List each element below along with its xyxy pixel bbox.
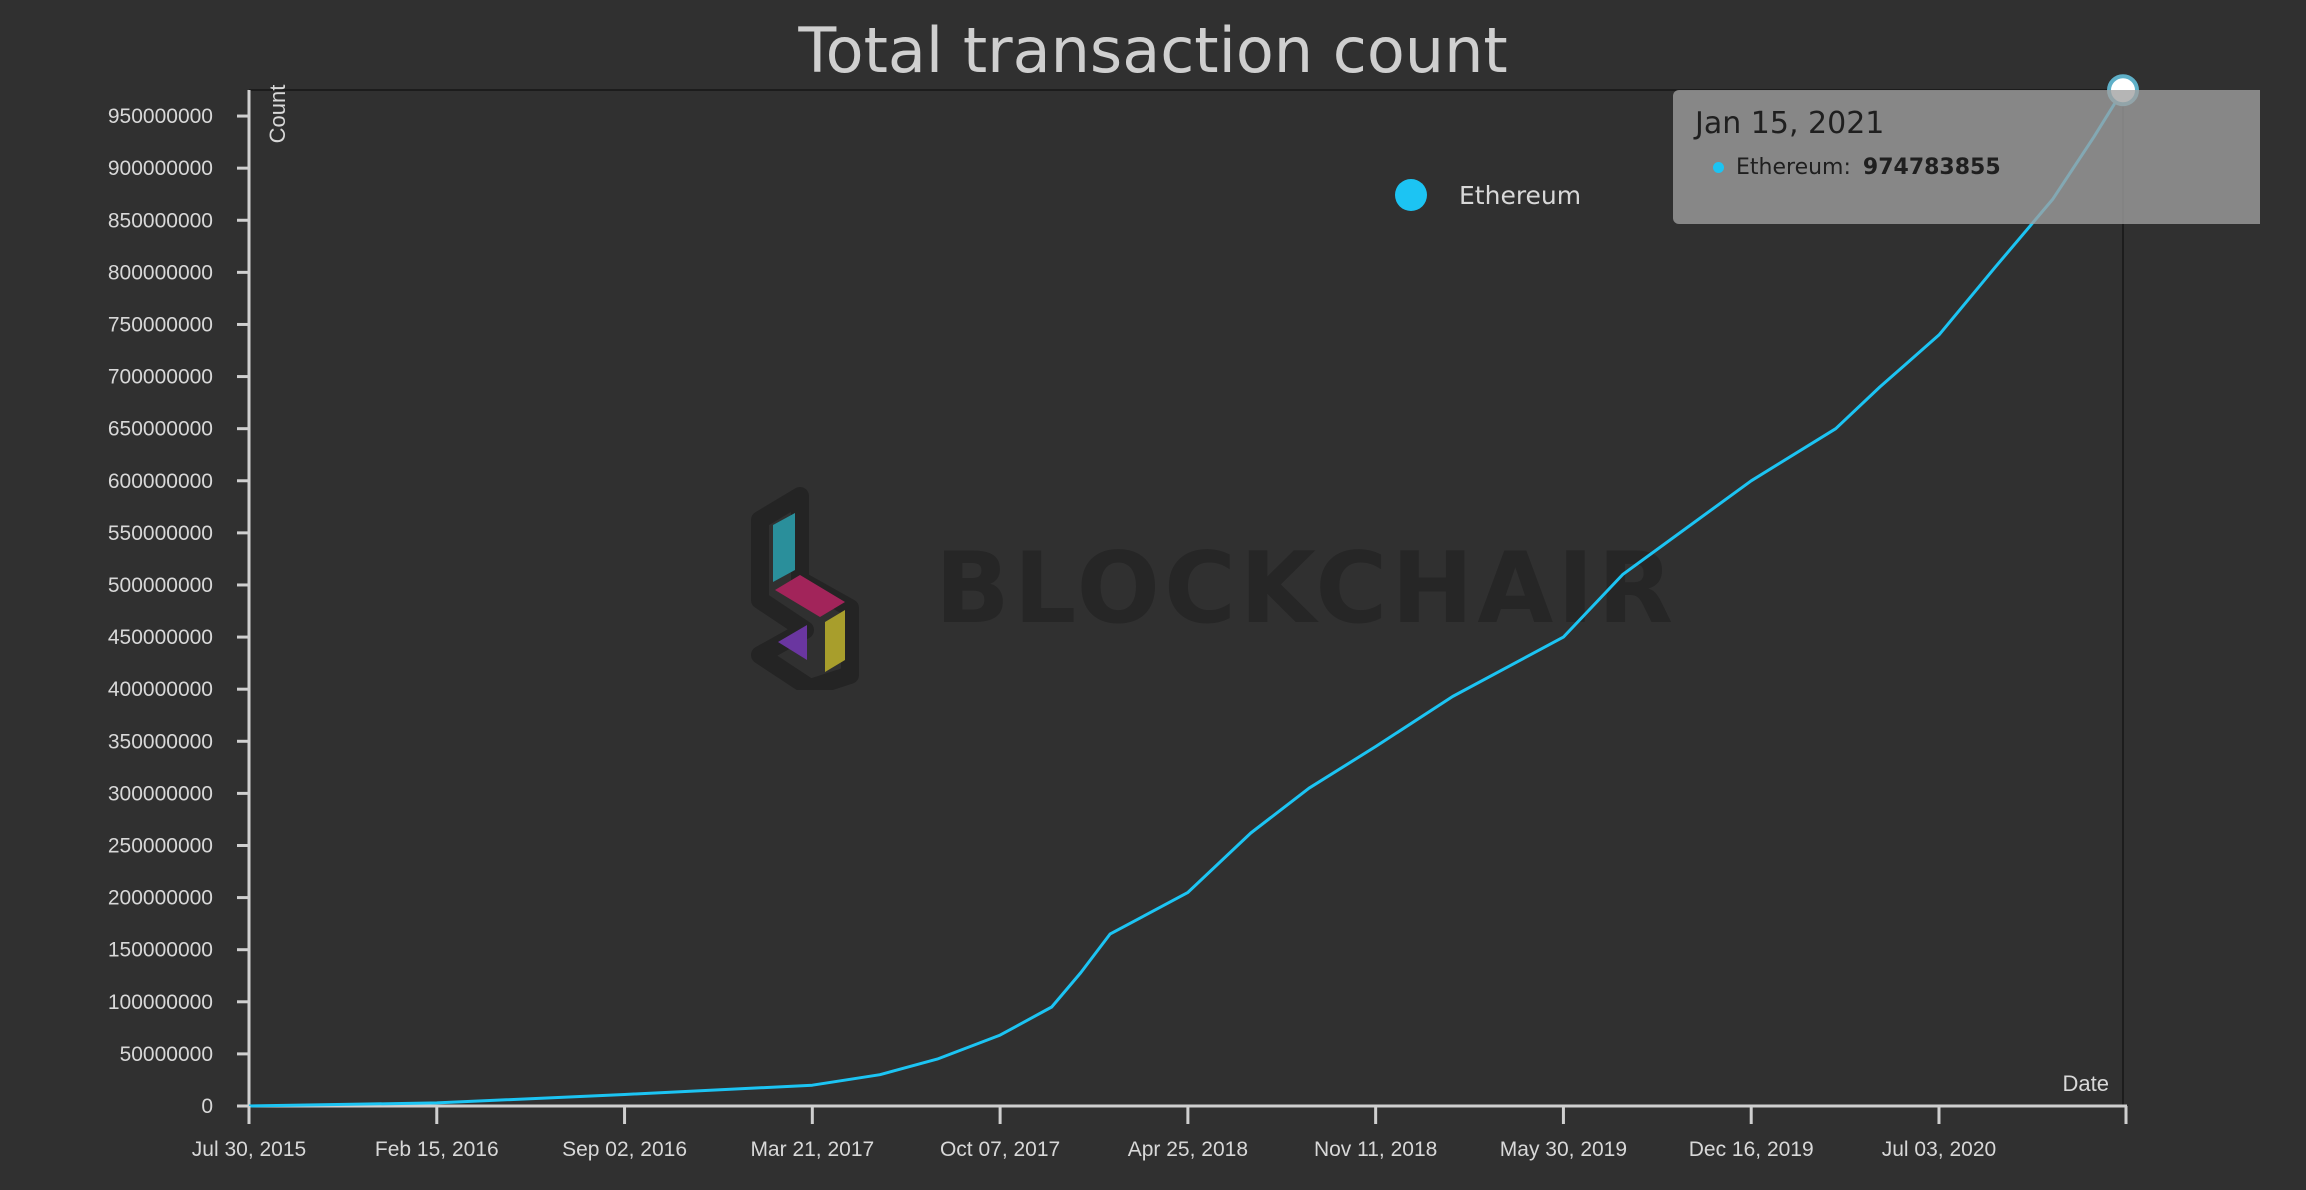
y-tick-label: 550000000 [108,522,213,545]
series-line-ethereum [248,89,2125,1108]
y-tick-label: 250000000 [108,834,213,857]
hover-tooltip: Jan 15, 2021 Ethereum: 974783855 [1673,90,2260,224]
y-tick-label: 200000000 [108,887,213,910]
watermark-text: BLOCKCHAIR [935,532,1678,646]
y-tick-label: 750000000 [108,313,213,336]
x-tick-label: Apr 25, 2018 [1128,1138,1248,1161]
y-tick-label: 650000000 [108,418,213,441]
tooltip-series-label: Ethereum: [1736,155,1851,180]
x-tick-label: Sep 02, 2016 [562,1138,687,1161]
tooltip-date: Jan 15, 2021 [1695,106,1885,141]
blockchair-watermark: BLOCKCHAIR [745,470,1673,697]
legend-dot-icon [1395,179,1427,211]
x-tick-label: Oct 07, 2017 [940,1138,1060,1161]
y-tick-label: 900000000 [108,157,213,180]
y-axis-label: Count [265,85,290,144]
y-tick-label: 450000000 [108,626,213,649]
blockchair-logo-icon [751,487,859,697]
x-tick-label: Jul 03, 2020 [1882,1138,1996,1161]
legend-item-ethereum[interactable]: Ethereum [1395,178,1581,212]
legend-label: Ethereum [1459,180,1582,210]
x-tick-label: Mar 21, 2017 [750,1138,874,1161]
x-axis-label: Date [2063,1071,2109,1096]
y-tick-label: 800000000 [108,261,213,284]
y-tick-label: 950000000 [108,105,213,128]
y-tick-label: 150000000 [108,939,213,962]
x-tick-label: Nov 11, 2018 [1314,1138,1437,1161]
x-tick-label: Jul 30, 2015 [192,1138,306,1161]
y-tick-label: 400000000 [108,678,213,701]
y-tick-label: 300000000 [108,782,213,805]
y-tick-label: 700000000 [108,366,213,389]
y-tick-label: 600000000 [108,470,213,493]
x-tick-label: May 30, 2019 [1500,1138,1627,1161]
chart-title: Total transaction count [798,14,1508,87]
x-tick-label: Dec 16, 2019 [1689,1138,1814,1161]
y-tick-label: 50000000 [120,1043,213,1066]
x-tick-label: Feb 15, 2016 [375,1138,499,1161]
tooltip-dot-icon [1713,162,1724,173]
y-tick-label: 850000000 [108,209,213,232]
y-tick-label: 0 [201,1095,213,1118]
tooltip-row: Ethereum: 974783855 [1695,155,2238,180]
y-tick-label: 350000000 [108,730,213,753]
tooltip-value: 974783855 [1862,155,2001,180]
y-tick-label: 100000000 [108,991,213,1014]
y-tick-label: 500000000 [108,574,213,597]
